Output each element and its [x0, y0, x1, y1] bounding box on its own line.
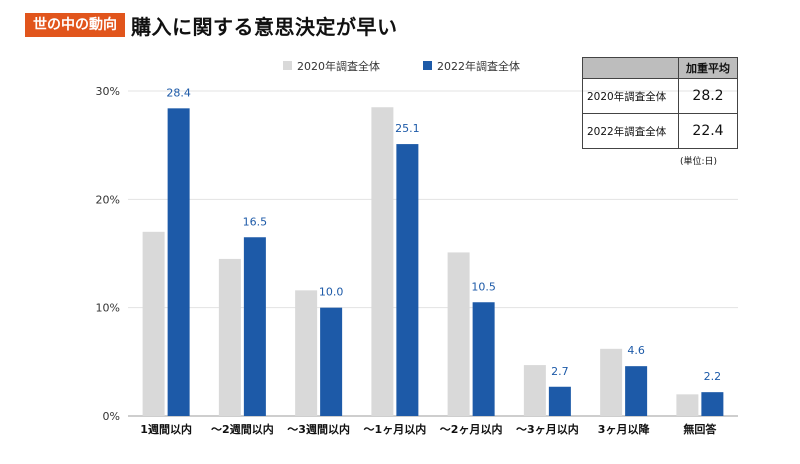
table-row: 2022年調査全体 22.4 — [582, 113, 738, 149]
table-row-label: 2020年調査全体 — [582, 78, 679, 114]
bar-series1 — [523, 365, 546, 416]
bar-series1 — [447, 252, 470, 416]
data-label: 25.1 — [395, 122, 420, 135]
bar-series2 — [320, 307, 343, 416]
data-label: 28.4 — [166, 86, 191, 99]
bar-series2 — [243, 237, 266, 416]
legend-swatch — [423, 61, 432, 70]
y-tick-label: 20% — [96, 193, 120, 206]
x-tick-label: 〜2週間以内 — [211, 422, 274, 436]
page-title: 購入に関する意思決定が早い — [131, 14, 398, 39]
legend-label: 2022年調査全体 — [437, 59, 520, 73]
bar-series1 — [371, 107, 394, 416]
legend-label: 2020年調査全体 — [297, 59, 380, 73]
bar-series2 — [396, 144, 419, 417]
bar-series1 — [218, 258, 241, 416]
x-tick-label: 無回答 — [683, 422, 717, 436]
y-tick-label: 30% — [96, 85, 120, 98]
bar-series2 — [548, 386, 571, 416]
bar-series2 — [167, 108, 190, 416]
table-row-value: 28.2 — [678, 78, 738, 114]
data-label: 16.5 — [243, 215, 268, 228]
x-tick-label: 〜1ヶ月以内 — [364, 422, 427, 436]
header: 世の中の動向 購入に関する意思決定が早い — [25, 10, 398, 40]
x-tick-label: 3ヶ月以降 — [598, 422, 651, 436]
bar-series1 — [142, 231, 165, 416]
unit-note: (単位:日) — [680, 157, 718, 167]
weighted-average-table: 加重平均 2020年調査全体 28.2 2022年調査全体 22.4 — [582, 57, 738, 149]
table-header-row: 加重平均 — [582, 57, 738, 79]
y-tick-label: 10% — [96, 302, 120, 315]
bar-series2 — [701, 392, 724, 416]
bar-series2 — [472, 302, 495, 416]
data-label: 2.7 — [551, 365, 569, 378]
table-row-value: 22.4 — [678, 113, 738, 149]
bar-series1 — [600, 348, 623, 416]
bar-series1 — [295, 290, 318, 416]
x-tick-label: 1週間以内 — [140, 422, 192, 436]
x-tick-label: 〜2ヶ月以内 — [440, 422, 503, 436]
data-label: 4.6 — [627, 344, 645, 357]
x-tick-label: 〜3ヶ月以内 — [516, 422, 579, 436]
data-label: 10.5 — [471, 280, 496, 293]
table-header-blank — [582, 57, 679, 79]
y-tick-label: 0% — [103, 410, 120, 423]
table-row-label: 2022年調査全体 — [582, 113, 679, 149]
section-tag: 世の中の動向 — [25, 13, 125, 37]
data-label: 2.2 — [704, 370, 722, 383]
table-header-label: 加重平均 — [678, 57, 738, 79]
x-tick-label: 〜3週間以内 — [287, 422, 350, 436]
bar-series2 — [625, 366, 648, 416]
bar-series1 — [676, 394, 699, 416]
data-label: 10.0 — [319, 286, 344, 299]
table-row: 2020年調査全体 28.2 — [582, 78, 738, 114]
legend-swatch — [283, 61, 292, 70]
